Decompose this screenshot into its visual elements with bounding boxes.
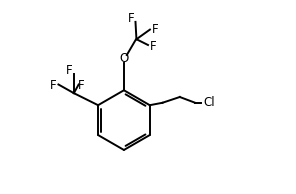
- Text: F: F: [66, 63, 72, 77]
- Text: F: F: [128, 11, 135, 24]
- Text: F: F: [152, 23, 158, 36]
- Text: Cl: Cl: [203, 96, 215, 109]
- Text: F: F: [78, 79, 85, 92]
- Text: F: F: [149, 40, 156, 53]
- Text: O: O: [119, 52, 128, 65]
- Text: F: F: [50, 79, 57, 92]
